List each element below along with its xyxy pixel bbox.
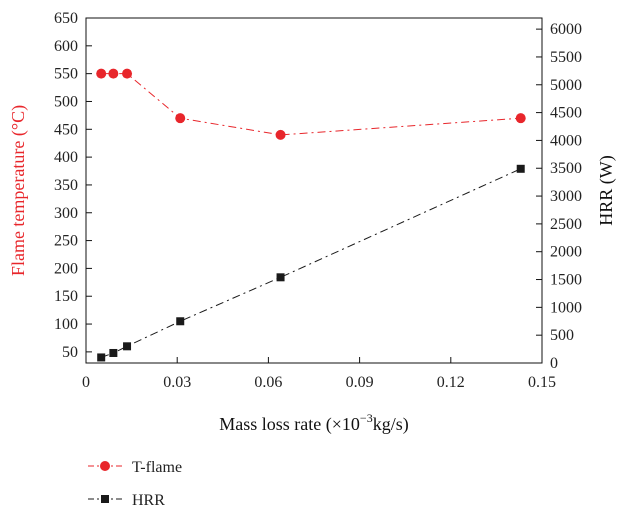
data-point-hrr <box>123 342 132 351</box>
y-right-tick-label: 1000 <box>550 299 582 316</box>
y-right-tick-label: 6000 <box>550 21 582 38</box>
x-axis-label-suffix: kg/s) <box>373 414 409 435</box>
y-right-tick-label: 5500 <box>550 49 582 66</box>
y-left-tick-label: 300 <box>54 205 78 222</box>
y-right-tick-label: 4000 <box>550 132 582 149</box>
y-left-tick-label: 350 <box>54 177 78 194</box>
y-axis-label-right: HRR (W) <box>596 155 617 226</box>
y-right-tick-label: 1500 <box>550 272 582 289</box>
y-left-tick-label: 600 <box>54 38 78 55</box>
y-left-tick-label: 450 <box>54 121 78 138</box>
x-axis-ticks: 0 0.03 0.06 0.09 0.12 0.15 <box>82 357 556 391</box>
y-left-tick-label: 650 <box>54 10 78 27</box>
y-left-tick-label: 50 <box>62 344 78 361</box>
y-left-tick-label: 100 <box>54 316 78 333</box>
y-right-tick-label: 2500 <box>550 216 582 233</box>
data-point-t-flame <box>108 68 119 79</box>
y-left-tick-label: 250 <box>54 233 78 250</box>
y-right-tick-label: 500 <box>550 327 574 344</box>
data-point-hrr <box>516 164 525 173</box>
x-tick-label: 0 <box>82 374 90 391</box>
y-right-tick-label: 3000 <box>550 188 582 205</box>
y-right-tick-label: 0 <box>550 355 558 372</box>
legend: T-flame HRR <box>88 459 182 509</box>
y-left-tick-label: 200 <box>54 260 78 277</box>
series-line-t-flame <box>101 73 521 136</box>
data-point-t-flame <box>96 68 107 79</box>
x-axis-label-exponent: −3 <box>360 411 373 425</box>
x-tick-label: 0.06 <box>254 374 282 391</box>
legend-label-hrr: HRR <box>132 492 165 509</box>
series-layer <box>96 68 526 362</box>
y-right-tick-label: 3500 <box>550 160 582 177</box>
plot-frame <box>85 17 543 364</box>
series-line-hrr <box>101 168 521 358</box>
x-axis-label-main: Mass loss rate (×10 <box>219 414 360 435</box>
x-axis-label: Mass loss rate (×10−3kg/s) <box>219 411 408 435</box>
x-tick-label: 0.09 <box>346 374 374 391</box>
data-point-t-flame <box>275 129 286 140</box>
right-axis-ticks: 0 500 1000 1500 2000 2500 3000 3500 4000 4500 5000… <box>536 21 582 372</box>
x-tick-label: 0.03 <box>163 374 191 391</box>
x-tick-label: 0.15 <box>528 374 556 391</box>
legend-marker-hrr <box>101 495 109 503</box>
data-point-t-flame <box>122 68 133 79</box>
y-left-tick-label: 500 <box>54 93 78 110</box>
y-left-tick-label: 400 <box>54 149 78 166</box>
data-point-hrr <box>176 317 185 326</box>
y-axis-label-left: Flame temperature (°C) <box>8 105 29 276</box>
legend-marker-t-flame <box>100 461 110 471</box>
data-point-t-flame <box>175 113 186 124</box>
legend-label-t-flame: T-flame <box>132 459 182 476</box>
y-left-tick-label: 150 <box>54 288 78 305</box>
left-axis-ticks: 50 100 150 200 250 300 350 400 450 500 550 600 650 <box>54 10 92 361</box>
data-point-hrr <box>276 273 285 282</box>
data-point-hrr <box>109 348 118 357</box>
y-right-tick-label: 5000 <box>550 77 582 94</box>
y-right-tick-label: 4500 <box>550 105 582 122</box>
x-tick-label: 0.12 <box>437 374 465 391</box>
y-right-tick-label: 2000 <box>550 244 582 261</box>
data-point-hrr <box>97 353 106 362</box>
y-left-tick-label: 550 <box>54 66 78 83</box>
data-point-t-flame <box>515 113 526 124</box>
